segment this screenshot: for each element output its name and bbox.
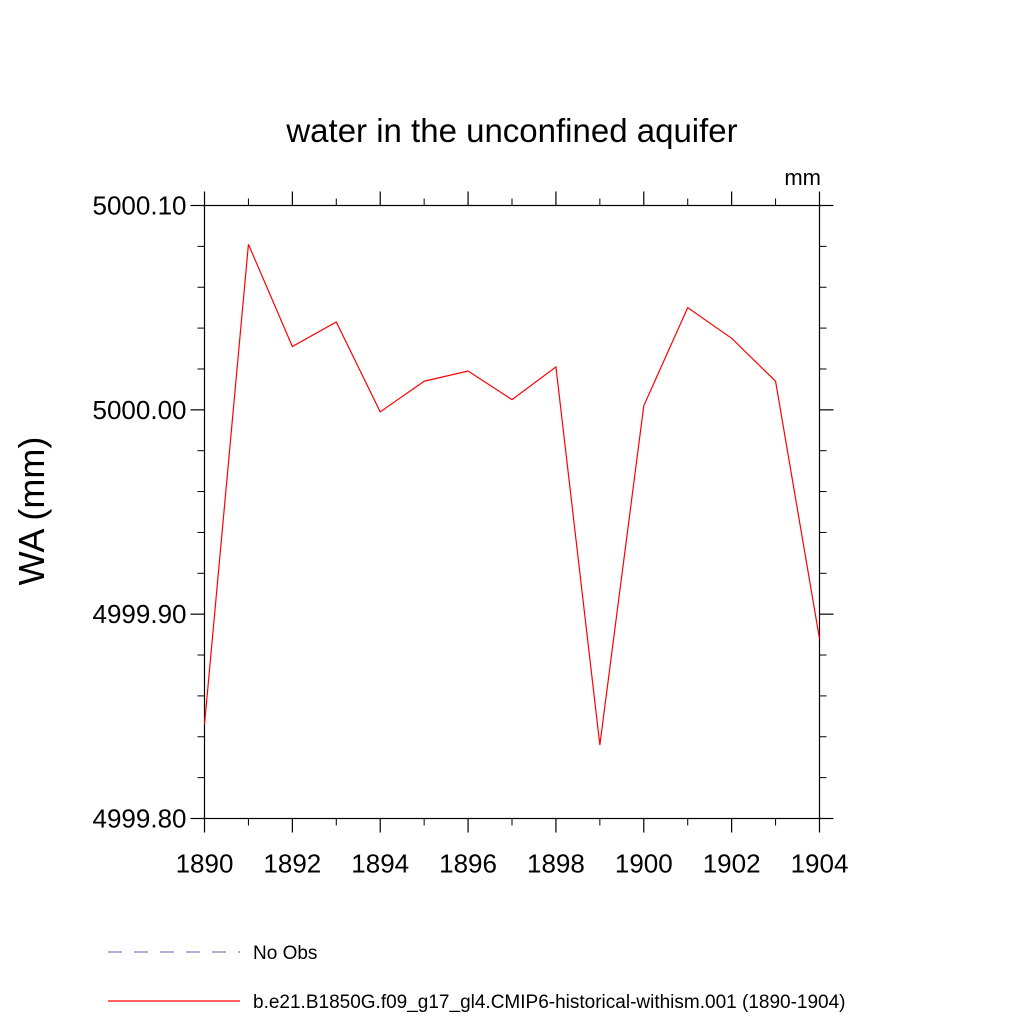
x-tick-label: 1904 bbox=[791, 849, 849, 879]
x-tick-label: 1900 bbox=[615, 849, 673, 879]
y-tick-label: 4999.90 bbox=[93, 599, 187, 629]
plot-frame bbox=[203, 204, 821, 820]
x-tick-label: 1896 bbox=[439, 849, 497, 879]
x-tick-label: 1902 bbox=[703, 849, 761, 879]
x-tick-label: 1898 bbox=[527, 849, 585, 879]
y-tick-label: 5000.00 bbox=[93, 395, 187, 425]
x-tick-label: 1894 bbox=[351, 849, 409, 879]
axis-ticks: 1890 1892 1894 1896 1898 1900 1902 1904 4999.80 4… bbox=[93, 191, 849, 879]
series-group bbox=[203, 244, 821, 746]
chart-title: water in the unconfined aquifer bbox=[285, 112, 737, 149]
legend-label-0: No Obs bbox=[253, 943, 317, 964]
y-tick-label: 4999.80 bbox=[93, 804, 187, 834]
y-tick-label: 5000.10 bbox=[93, 191, 187, 221]
legend-label-1: b.e21.B1850G.f09_g17_gl4.CMIP6-historica… bbox=[253, 992, 846, 1013]
legend: No Obs b.e21.B1850G.f09_g17_gl4.CMIP6-his… bbox=[108, 943, 846, 1013]
x-tick-label: 1892 bbox=[263, 849, 321, 879]
y-axis-label: WA (mm) bbox=[11, 437, 52, 586]
units-label: mm bbox=[784, 165, 821, 190]
x-tick-label: 1890 bbox=[176, 849, 234, 879]
series-line-0 bbox=[203, 244, 821, 746]
